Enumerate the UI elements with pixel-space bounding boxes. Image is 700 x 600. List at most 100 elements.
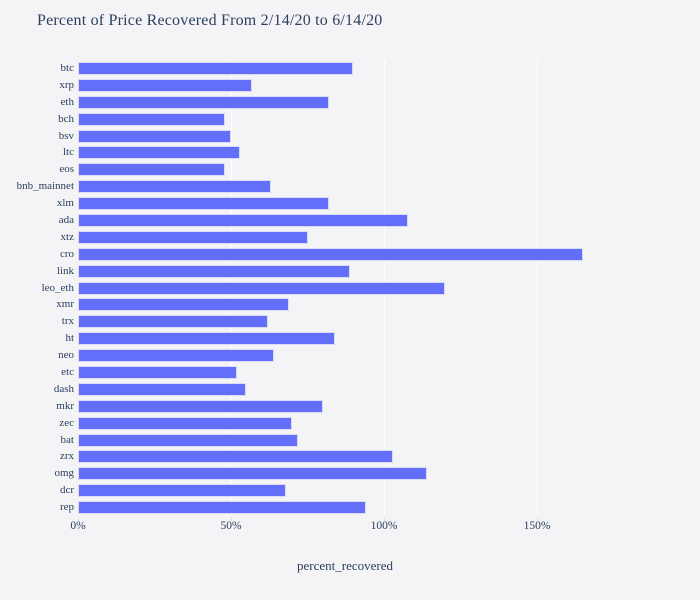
x-tick-label-50: 50% (220, 520, 242, 532)
bar-row-dcr: dcr (0, 482, 612, 499)
y-axis-label-leo_eth: leo_eth (41, 281, 74, 294)
bar-track-xlm (78, 195, 612, 212)
bar-track-dcr (78, 482, 612, 499)
bar-row-eth: eth (0, 94, 612, 111)
bar-ltc (78, 146, 241, 160)
bar-row-ht: ht (0, 330, 612, 347)
bar-track-neo (78, 347, 612, 364)
bar-track-mkr (78, 398, 612, 415)
x-tick-label-150: 150% (523, 520, 551, 532)
y-axis-label-ht: ht (65, 332, 74, 345)
bar-row-xlm: xlm (0, 195, 612, 212)
y-axis-label-ltc: ltc (63, 146, 74, 159)
bar-row-zec: zec (0, 415, 612, 432)
bar-track-bat (78, 432, 612, 449)
bar-row-neo: neo (0, 347, 612, 364)
bar-row-cro: cro (0, 246, 612, 263)
y-axis-label-link: link (56, 264, 74, 277)
bar-track-cro (78, 246, 612, 263)
y-axis-label-trx: trx (61, 315, 74, 328)
bar-track-etc (78, 364, 612, 381)
bar-xrp (78, 78, 253, 92)
x-axis-title: percent_recovered (297, 558, 393, 573)
bar-mkr (78, 399, 323, 413)
y-axis-label-zrx: zrx (59, 450, 74, 463)
bar-cro (78, 247, 583, 261)
y-axis-label-dash: dash (53, 382, 74, 395)
y-axis-label-xlm: xlm (56, 197, 74, 210)
bar-bch (78, 112, 225, 126)
bar-bnb_mainnet (78, 180, 271, 194)
bar-track-leo_eth (78, 280, 612, 297)
y-axis-label-mkr: mkr (56, 399, 74, 412)
bar-row-eos: eos (0, 161, 612, 178)
bar-row-leo_eth: leo_eth (0, 280, 612, 297)
x-tick-label-100: 100% (370, 520, 398, 532)
bar-zrx (78, 450, 394, 464)
x-tickmark-0 (78, 516, 79, 521)
y-axis-label-bsv: bsv (58, 129, 74, 142)
bar-track-btc (78, 60, 612, 77)
bar-row-bch: bch (0, 111, 612, 128)
bar-track-bch (78, 111, 612, 128)
y-axis-label-btc: btc (60, 61, 74, 74)
bar-xmr (78, 298, 290, 312)
y-axis-label-xmr: xmr (56, 298, 74, 311)
bar-bat (78, 433, 299, 447)
y-axis-label-rep: rep (59, 501, 74, 514)
bar-row-link: link (0, 263, 612, 280)
bar-row-rep: rep (0, 499, 612, 516)
bar-track-eth (78, 94, 612, 111)
bar-track-ada (78, 212, 612, 229)
bar-track-trx (78, 313, 612, 330)
gridline-150 (537, 60, 539, 516)
bar-track-xmr (78, 296, 612, 313)
bar-bsv (78, 129, 231, 143)
bar-row-btc: btc (0, 60, 612, 77)
bar-track-dash (78, 381, 612, 398)
bar-track-zrx (78, 448, 612, 465)
x-tickmark-100 (384, 516, 386, 521)
bar-row-bat: bat (0, 432, 612, 449)
bar-xtz (78, 230, 308, 244)
bar-trx (78, 315, 268, 329)
bar-row-xrp: xrp (0, 77, 612, 94)
chart-title: Percent of Price Recovered From 2/14/20 … (37, 12, 383, 29)
bar-rows: btc xrp eth bch bsv ltc eos bnb_mainnet xlm ada xt… (0, 60, 612, 516)
bar-row-ltc: ltc (0, 144, 612, 161)
bar-row-etc: etc (0, 364, 612, 381)
y-axis-label-neo: neo (58, 349, 74, 362)
y-axis-label-zec: zec (59, 416, 74, 429)
bar-track-bnb_mainnet (78, 178, 612, 195)
y-axis-label-omg: omg (54, 467, 74, 480)
bar-row-mkr: mkr (0, 398, 612, 415)
bar-track-rep (78, 499, 612, 516)
bar-eos (78, 163, 225, 177)
bar-row-xmr: xmr (0, 296, 612, 313)
bar-track-zec (78, 415, 612, 432)
bar-row-omg: omg (0, 465, 612, 482)
y-axis-label-bat: bat (60, 433, 74, 446)
bar-rep (78, 501, 366, 515)
bar-xlm (78, 197, 329, 211)
x-tick-label-0: 0% (70, 520, 86, 532)
y-axis-label-ada: ada (58, 213, 74, 226)
bar-track-link (78, 263, 612, 280)
bar-ada (78, 213, 409, 227)
bar-row-bsv: bsv (0, 128, 612, 145)
bar-row-dash: dash (0, 381, 612, 398)
bar-leo_eth (78, 281, 446, 295)
bar-track-ltc (78, 144, 612, 161)
bar-track-xtz (78, 229, 612, 246)
bar-row-bnb_mainnet: bnb_mainnet (0, 178, 612, 195)
bar-track-eos (78, 161, 612, 178)
x-tickmark-50 (231, 516, 232, 521)
bar-dcr (78, 484, 287, 498)
bar-track-bsv (78, 128, 612, 145)
bar-row-trx: trx (0, 313, 612, 330)
y-axis-label-bnb_mainnet: bnb_mainnet (16, 180, 74, 193)
plot-area: 0% 50% 100% 150% btc xrp eth bch bsv ltc eos bnb_m… (0, 60, 612, 532)
y-axis-label-dcr: dcr (59, 484, 74, 497)
bar-etc (78, 365, 238, 379)
